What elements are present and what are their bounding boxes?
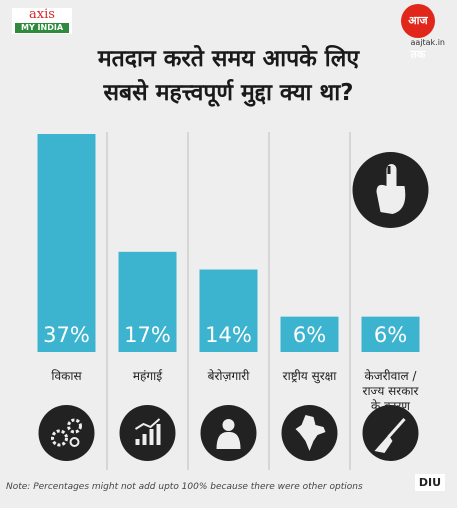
gear-shape	[69, 437, 80, 447]
my-india-logo-text: MY INDIA	[15, 23, 69, 33]
india-shape	[295, 415, 326, 451]
axis-my-india-logo: axis MY INDIA	[12, 8, 72, 34]
bar	[37, 134, 96, 352]
axis-logo-text: axis	[29, 7, 55, 22]
title-line-1: मतदान करते समय आपके लिए	[97, 46, 360, 72]
bar-value-label: 6%	[374, 323, 407, 347]
bar-value-label: 6%	[293, 323, 326, 347]
category-label: विकास	[51, 369, 82, 383]
bar-value-label: 14%	[205, 323, 252, 347]
aaj-tak-logo: आज तक	[401, 4, 435, 61]
gear-shape	[51, 429, 68, 447]
category-label: बेरोज़गारी	[208, 369, 251, 383]
growth-bar-shape	[149, 429, 154, 445]
bar-value-label: 17%	[124, 323, 171, 347]
category-label: महंगाई	[133, 369, 163, 383]
ink-mark-shape	[387, 166, 391, 174]
growth-bar-shape	[142, 434, 147, 445]
bar	[280, 316, 339, 352]
growth-line-shape	[134, 418, 161, 430]
category-label: राज्य सरकार	[363, 384, 420, 398]
broom-handle-shape	[387, 418, 406, 438]
category-label: केजरीवाल /	[365, 369, 418, 383]
bar-value-label: 37%	[43, 323, 90, 347]
title-line-2: सबसे महत्त्वपूर्ण मुद्दा क्या था?	[103, 80, 354, 106]
hand-shape	[376, 184, 406, 214]
aaj-tak-url: aajtak.in	[410, 38, 445, 47]
chart-title: मतदान करते समय आपके लिए सबसे महत्त्वपूर्…	[0, 42, 457, 110]
broom-head-shape	[374, 435, 393, 453]
person-body-shape	[216, 431, 241, 449]
growth-bar-shape	[156, 424, 161, 445]
footnote: Note: Percentages might not add upto 100…	[6, 482, 363, 492]
gear-shape	[67, 418, 82, 434]
bar	[199, 269, 258, 352]
growth-bar-shape	[135, 439, 140, 445]
person-head-shape	[222, 419, 235, 431]
bar	[118, 251, 177, 352]
bar	[361, 316, 420, 352]
diu-logo: DIU	[414, 474, 445, 491]
growth-chart-icon	[119, 405, 176, 461]
category-label: राष्ट्रीय सुरक्षा	[283, 369, 338, 384]
gears-icon	[38, 405, 95, 461]
